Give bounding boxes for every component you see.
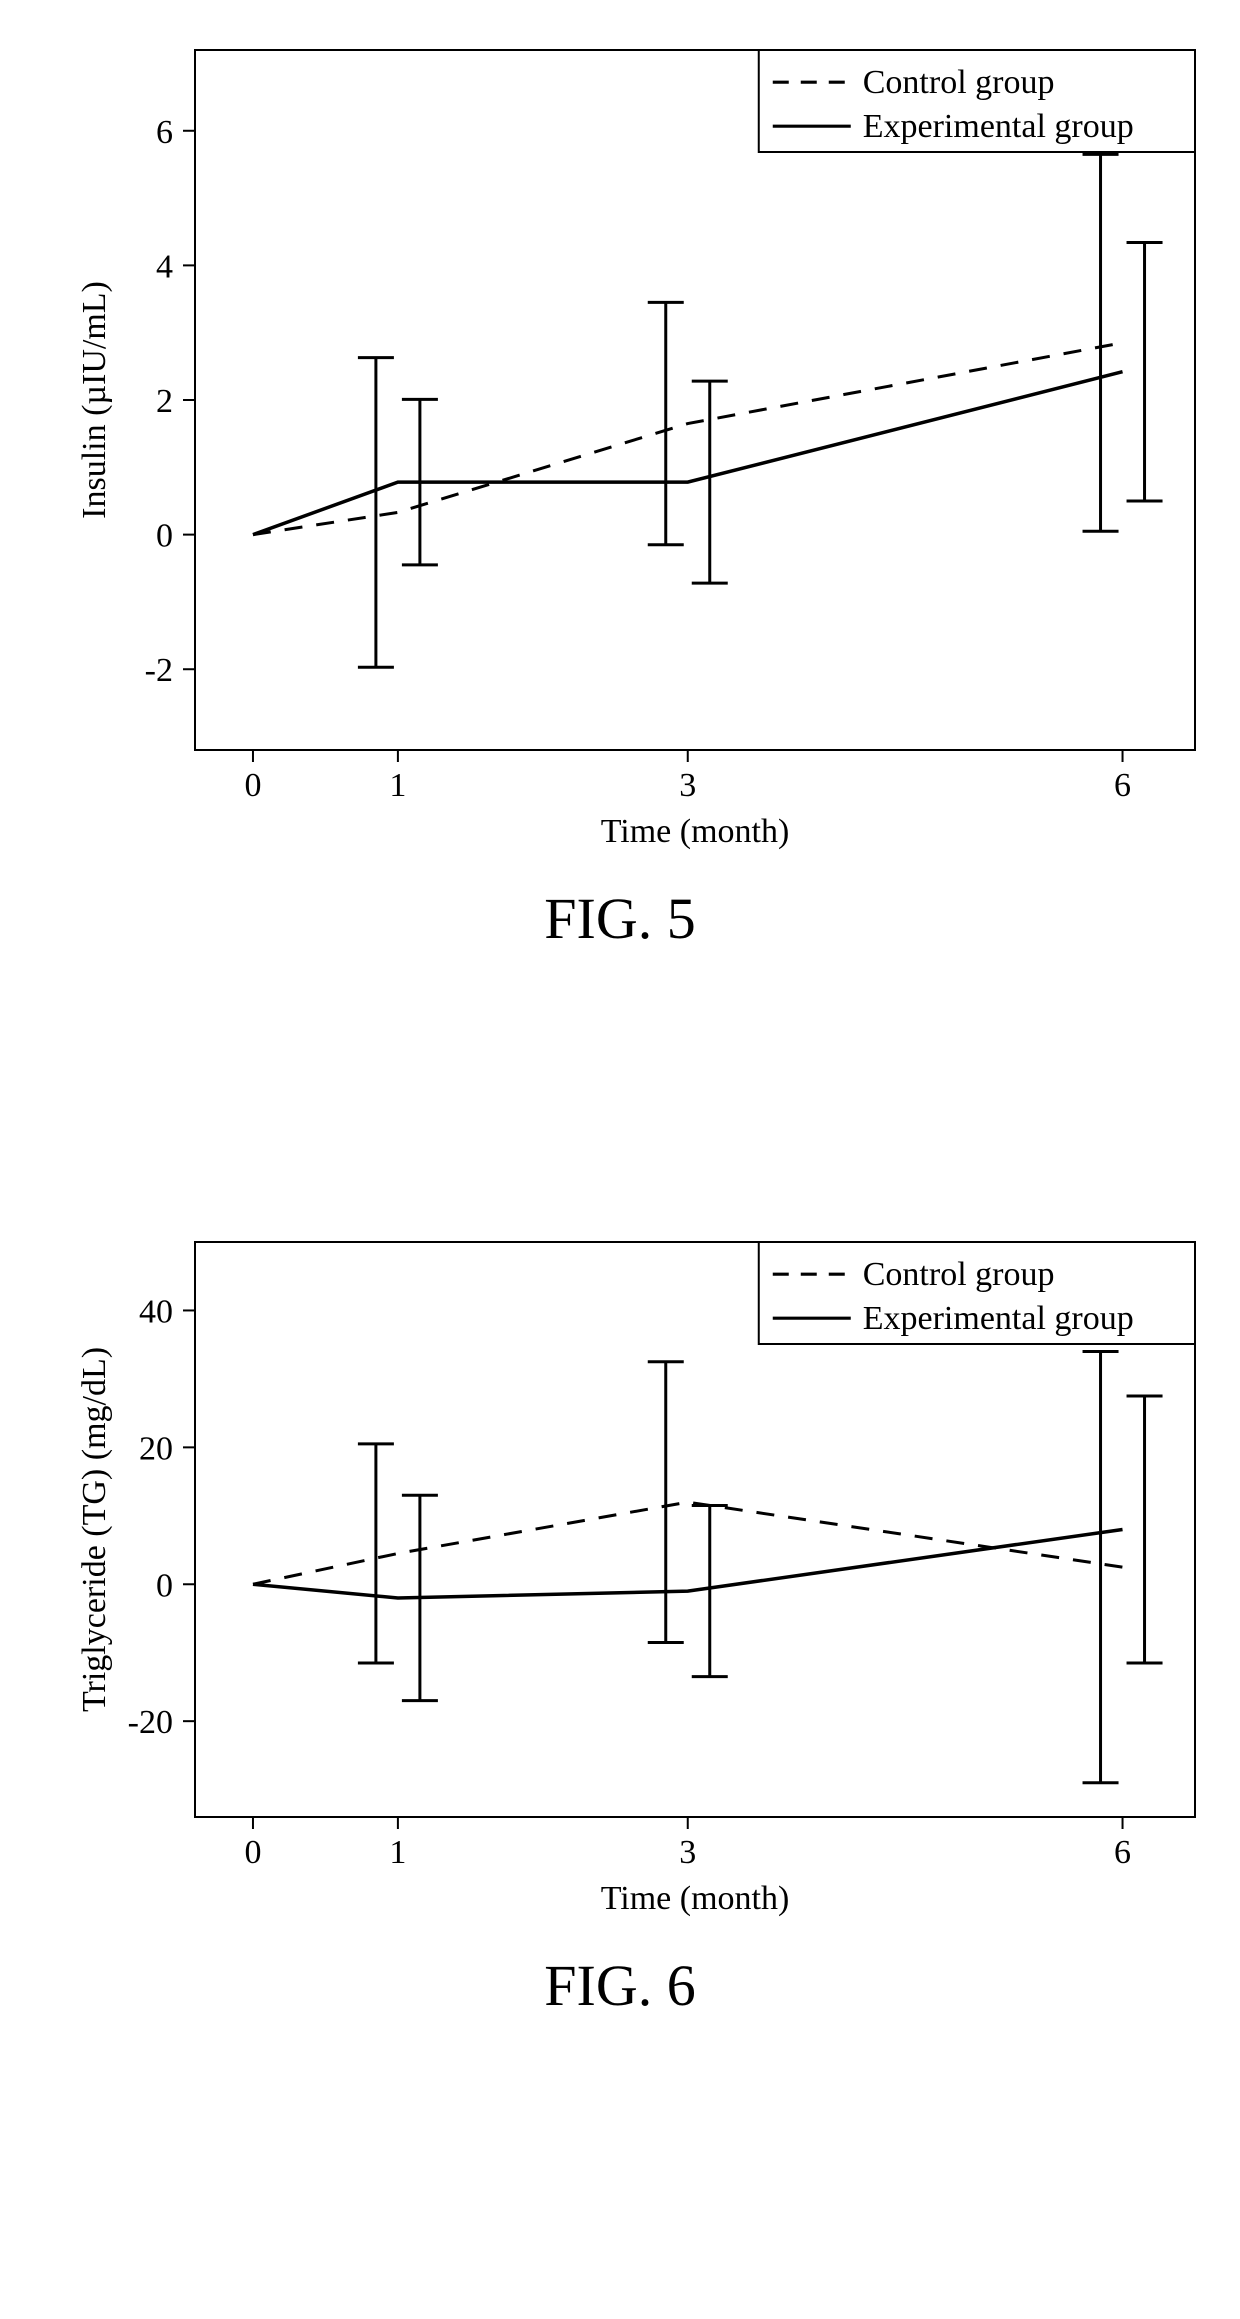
svg-text:6: 6 [156,114,173,151]
svg-text:2: 2 [156,383,173,420]
page: 0136-20246Time (month)Insulin (µIU/mL)Co… [0,0,1240,2019]
spacer [0,952,1240,1212]
svg-text:1: 1 [389,1834,406,1871]
fig6-caption: FIG. 6 [0,1952,1240,2019]
svg-text:4: 4 [156,248,173,285]
fig5-chart: 0 1 3 6 -2 0 2 4 6 Time (month) Insulin (µIU/mL) Co… [0,0,1240,952]
svg-text:1: 1 [389,767,406,804]
fig5-svg: 0 1 3 6 -2 0 2 4 6 Time (month) Insulin (µIU/mL) Co… [0,20,1240,890]
svg-text:Control group: Control group [863,1256,1055,1293]
svg-text:Time (month): Time (month) [601,1880,790,1917]
fig5-caption: FIG. 5 [0,885,1240,952]
fig6-chart: 0 1 3 6 -20 0 20 40 Time (month) Triglyceride (TG… [0,1212,1240,2019]
svg-text:0: 0 [244,767,261,804]
svg-text:Experimental group: Experimental group [863,1300,1134,1337]
svg-text:0: 0 [156,518,173,555]
svg-text:6: 6 [1114,767,1131,804]
svg-text:0: 0 [244,1834,261,1871]
svg-text:20: 20 [139,1430,173,1467]
svg-text:0: 0 [156,1567,173,1604]
svg-text:-20: -20 [128,1704,173,1741]
svg-text:3: 3 [679,767,696,804]
svg-text:Triglyceride (TG) (mg/dL): Triglyceride (TG) (mg/dL) [76,1347,113,1712]
fig6-svg: 0 1 3 6 -20 0 20 40 Time (month) Triglyceride (TG… [0,1212,1240,1957]
svg-text:Experimental group: Experimental group [863,108,1134,145]
svg-text:Insulin (µIU/mL): Insulin (µIU/mL) [76,281,113,519]
svg-text:3: 3 [679,1834,696,1871]
svg-text:6: 6 [1114,1834,1131,1871]
svg-text:Time (month): Time (month) [601,813,790,850]
svg-text:40: 40 [139,1293,173,1330]
svg-text:Control group: Control group [863,64,1055,101]
svg-text:-2: -2 [145,652,173,689]
